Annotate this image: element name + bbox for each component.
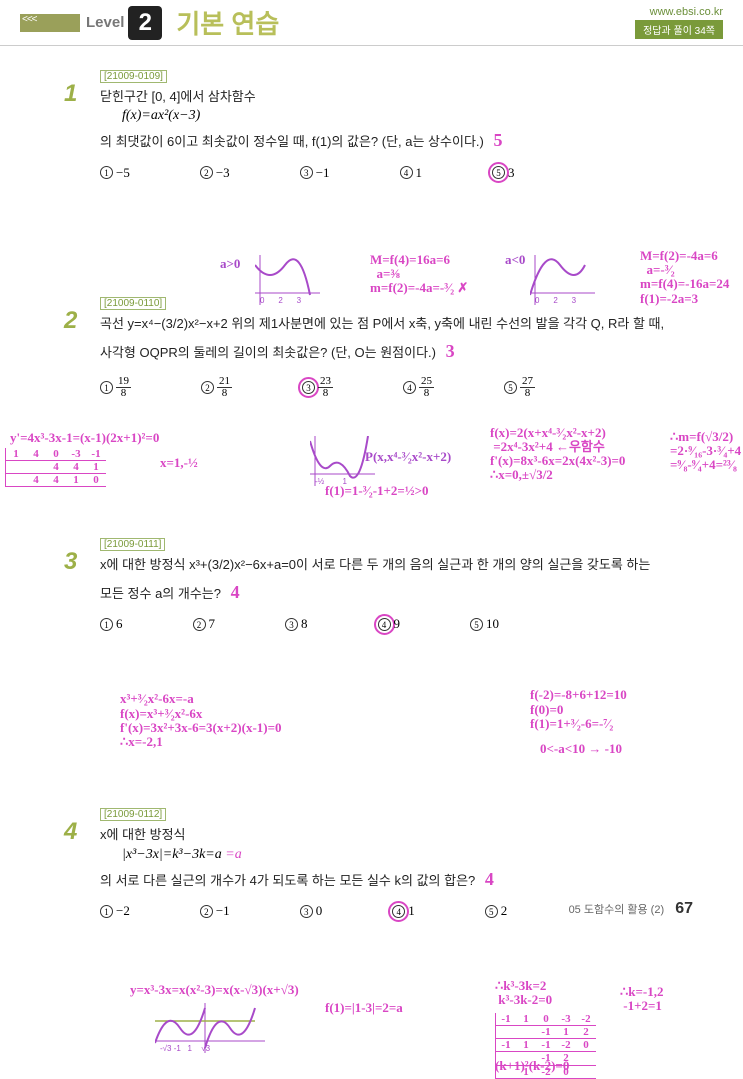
choice-4: 4 1 <box>400 165 423 181</box>
svg-text:√3: √3 <box>201 1044 210 1053</box>
content-area: 1 [21009-0109] 닫힌구간 [0, 4]에서 삼차함수 f(x)=a… <box>0 46 743 1073</box>
svg-text:1: 1 <box>343 477 348 486</box>
problem-number: 2 <box>64 307 77 335</box>
choice-1: 1 198 <box>100 376 131 399</box>
problem-formula: f(x)=ax²(x−3) <box>100 108 683 124</box>
choice-1: 1 −5 <box>100 165 130 181</box>
choice-1: 1 6 <box>100 616 123 632</box>
choice-3: 3 238 <box>302 376 333 399</box>
choice-3: 3 0 <box>300 903 323 919</box>
choices-row: 1 198 2 218 3 238 4 258 5 278 <box>100 376 683 399</box>
problem-number: 3 <box>64 548 77 576</box>
choice-4: 4 258 <box>403 376 434 399</box>
choice-1: 1 −2 <box>100 903 130 919</box>
choice-2: 2 −3 <box>200 165 230 181</box>
problem-text-2: 의 서로 다른 실근의 개수가 4가 되도록 하는 모든 실수 k의 값의 합은… <box>100 863 683 895</box>
section-label: 05 도함수의 활용 (2) <box>569 904 665 916</box>
page-title: 기본 연습 <box>176 4 279 41</box>
url-text: www.ebsi.co.kr <box>635 6 723 18</box>
page-footer: 05 도함수의 활용 (2) 67 <box>569 900 693 918</box>
problem-number: 4 <box>64 818 77 846</box>
problem-id: [21009-0110] <box>100 297 166 310</box>
problem-text-2: 의 최댓값이 6이고 최솟값이 정수일 때, f(1)의 값은? (단, a는 … <box>100 124 683 156</box>
page-number: 67 <box>675 900 693 917</box>
level-number: 2 <box>128 6 162 40</box>
problem-text-2: 모든 정수 a의 개수는? 4 <box>100 576 683 608</box>
svg-text:-√3: -√3 <box>160 1044 172 1053</box>
svg-text:1: 1 <box>188 1044 193 1053</box>
problem-id: [21009-0109] <box>100 70 167 83</box>
problem-id: [21009-0112] <box>100 808 166 821</box>
problem-id: [21009-0111] <box>100 538 165 551</box>
svg-text:-1: -1 <box>174 1044 182 1053</box>
choice-3: 3 8 <box>285 616 308 632</box>
choice-4: 4 1 <box>392 903 415 919</box>
choice-2: 2 218 <box>201 376 232 399</box>
choice-2: 2 7 <box>193 616 216 632</box>
svg-text:-½: -½ <box>315 477 325 486</box>
choices-row: 1 6 2 7 3 8 4 9 5 10 <box>100 616 683 632</box>
problem-text-1: x에 대한 방정식 x³+(3/2)x²−6x+a=0이 서로 다른 두 개의 … <box>100 553 683 576</box>
problem-number: 1 <box>64 80 77 108</box>
problem-4: 4 [21009-0112] x에 대한 방정식 |x³−3x|=k³−3k=a… <box>100 804 683 1073</box>
answer-reference: 정답과 풀이 34쪽 <box>635 20 723 39</box>
choices-row: 1 −5 2 −3 3 −1 4 1 5 3 <box>100 165 683 181</box>
choice-5: 5 10 <box>470 616 499 632</box>
problem-text-1: 닫힌구간 [0, 4]에서 삼차함수 <box>100 85 683 108</box>
problem-text-2: 사각형 OQPR의 둘레의 길이의 최솟값은? (단, O는 원점이다.) 3 <box>100 335 683 367</box>
problem-text-1: x에 대한 방정식 <box>100 823 683 846</box>
choice-5: 5 2 <box>485 903 508 919</box>
problem-text-1: 곡선 y=x⁴−(3/2)x²−x+2 위의 제1사분면에 있는 점 P에서 x… <box>100 312 683 335</box>
choice-5: 5 278 <box>504 376 535 399</box>
page-header: Level 2 기본 연습 www.ebsi.co.kr 정답과 풀이 34쪽 <box>0 0 743 46</box>
problem-formula: |x³−3x|=k³−3k=a =a <box>100 847 683 863</box>
problem-3: 3 [21009-0111] x에 대한 방정식 x³+(3/2)x²−6x+a… <box>100 534 683 767</box>
choice-2: 2 −1 <box>200 903 230 919</box>
choice-3: 3 −1 <box>300 165 330 181</box>
level-badge: Level 2 <box>86 6 162 40</box>
choice-5: 5 3 <box>492 165 515 181</box>
level-bar-decoration <box>20 14 80 32</box>
problem-2: 2 [21009-0110] 곡선 y=x⁴−(3/2)x²−x+2 위의 제1… <box>100 293 683 496</box>
choice-4: 4 9 <box>378 616 401 632</box>
header-right: www.ebsi.co.kr 정답과 풀이 34쪽 <box>635 6 723 39</box>
problem-1: 1 [21009-0109] 닫힌구간 [0, 4]에서 삼차함수 f(x)=a… <box>100 66 683 255</box>
level-text: Level <box>86 14 124 31</box>
